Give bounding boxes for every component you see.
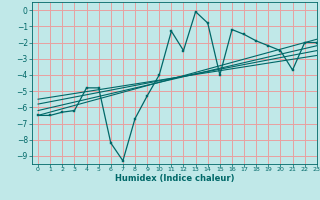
X-axis label: Humidex (Indice chaleur): Humidex (Indice chaleur) bbox=[115, 174, 234, 183]
